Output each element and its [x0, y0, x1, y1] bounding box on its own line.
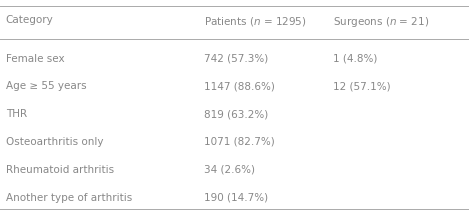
Text: 34 (2.6%): 34 (2.6%) — [204, 165, 255, 175]
Text: 1071 (82.7%): 1071 (82.7%) — [204, 137, 275, 147]
Text: Age ≥ 55 years: Age ≥ 55 years — [6, 81, 86, 91]
Text: Osteoarthritis only: Osteoarthritis only — [6, 137, 103, 147]
Text: 1147 (88.6%): 1147 (88.6%) — [204, 81, 275, 91]
Text: Female sex: Female sex — [6, 54, 64, 64]
Text: 1 (4.8%): 1 (4.8%) — [333, 54, 378, 64]
Text: 819 (63.2%): 819 (63.2%) — [204, 109, 268, 119]
Text: Category: Category — [6, 15, 53, 25]
Text: 190 (14.7%): 190 (14.7%) — [204, 193, 268, 203]
Text: Patients ($n$ = 1295): Patients ($n$ = 1295) — [204, 15, 307, 28]
Text: Another type of arthritis: Another type of arthritis — [6, 193, 132, 203]
Text: Rheumatoid arthritis: Rheumatoid arthritis — [6, 165, 114, 175]
Text: 742 (57.3%): 742 (57.3%) — [204, 54, 268, 64]
Text: Surgeons ($n$ = 21): Surgeons ($n$ = 21) — [333, 15, 429, 29]
Text: THR: THR — [6, 109, 27, 119]
Text: 12 (57.1%): 12 (57.1%) — [333, 81, 391, 91]
